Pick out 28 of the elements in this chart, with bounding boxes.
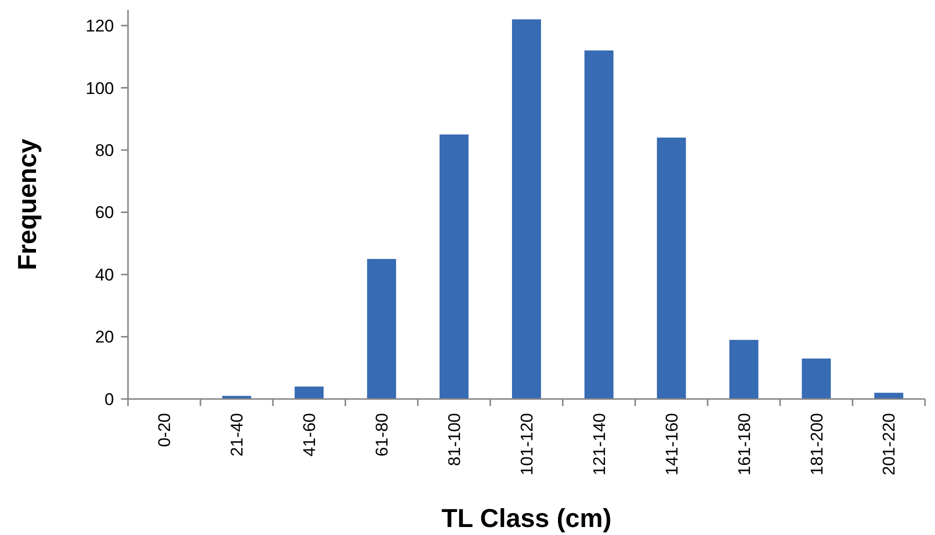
x-tick-label: 0-20 (155, 413, 174, 448)
x-tick-label: 121-140 (590, 413, 609, 476)
x-tick-label: 141-160 (662, 413, 682, 476)
y-tick-label: 0 (104, 390, 114, 409)
bar (294, 386, 324, 399)
y-tick-label: 60 (95, 203, 114, 222)
bar (512, 19, 541, 399)
y-tick-label: 20 (95, 328, 114, 347)
x-tick-label: 61-80 (372, 413, 392, 456)
x-tick-label: 41-60 (300, 413, 320, 456)
bar (729, 340, 758, 399)
x-tick-label: 101-120 (517, 413, 536, 476)
x-tick-label: 21-40 (228, 413, 247, 456)
x-tick-label: 161-180 (734, 413, 754, 476)
x-axis-title: TL Class (cm) (441, 503, 612, 533)
x-tick-label: 81-100 (444, 413, 464, 466)
bar (367, 258, 396, 399)
bar (440, 134, 469, 399)
y-tick-label: 40 (95, 265, 114, 284)
y-tick-label: 120 (86, 16, 114, 36)
y-tick-label: 100 (86, 78, 114, 98)
x-tick-label: 181-200 (807, 413, 826, 476)
y-tick-label: 80 (95, 140, 114, 160)
x-tick-label: 201-220 (880, 413, 899, 476)
bar (656, 138, 686, 399)
bar (584, 50, 614, 399)
y-axis-title: Frequency (12, 138, 42, 270)
bar (802, 358, 831, 399)
